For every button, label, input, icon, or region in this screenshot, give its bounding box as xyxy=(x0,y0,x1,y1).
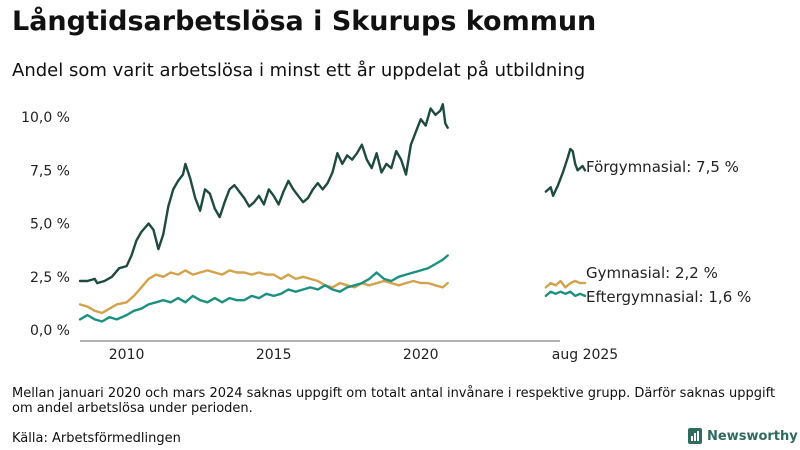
series-end-labels: Förgymnasial: 7,5 % Gymnasial: 2,2 % Efter… xyxy=(586,158,751,306)
series-label-f-rgymnasial: Förgymnasial: 7,5 % xyxy=(586,158,739,176)
line-chart: 0,0 % 2,5 % 5,0 % 7,5 % 10,0 % 2010 2015 2020 a… xyxy=(21,103,751,363)
y-axis: 0,0 % 2,5 % 5,0 % 7,5 % 10,0 % xyxy=(21,110,70,339)
bar-chart-icon xyxy=(688,428,702,444)
x-tick-label: 2010 xyxy=(109,347,145,363)
chart-subtitle: Andel som varit arbetslösa i minst ett å… xyxy=(12,60,586,81)
brand-name: Newsworthy xyxy=(707,428,798,444)
series-lines xyxy=(78,103,587,323)
series-line-gymnasial xyxy=(544,279,587,289)
x-tick-label: aug 2025 xyxy=(552,347,618,363)
x-tick-label: 2015 xyxy=(256,347,292,363)
footnote: Mellan januari 2020 och mars 2024 saknas… xyxy=(12,386,776,416)
y-tick-label: 2,5 % xyxy=(30,270,70,286)
y-tick-label: 0,0 % xyxy=(30,323,70,339)
source-text: Källa: Arbetsförmedlingen xyxy=(12,431,181,446)
y-tick-label: 10,0 % xyxy=(21,110,70,126)
chart-title: Långtidsarbetslösa i Skurups kommun xyxy=(12,6,597,37)
x-axis: 2010 2015 2020 aug 2025 xyxy=(109,347,618,363)
x-tick-label: 2020 xyxy=(403,347,439,363)
y-tick-label: 7,5 % xyxy=(30,163,70,179)
series-line-f-rgymnasial xyxy=(544,147,587,197)
series-label-gymnasial: Gymnasial: 2,2 % xyxy=(586,264,718,282)
brand-logo[interactable]: Newsworthy xyxy=(688,428,798,444)
series-line-gymnasial xyxy=(78,269,449,315)
series-line-f-rgymnasial xyxy=(78,103,449,285)
series-line-eftergymnasial xyxy=(78,254,449,323)
series-label-eftergymnasial: Eftergymnasial: 1,6 % xyxy=(586,288,751,306)
series-line-eftergymnasial xyxy=(544,290,587,298)
y-tick-label: 5,0 % xyxy=(30,217,70,233)
